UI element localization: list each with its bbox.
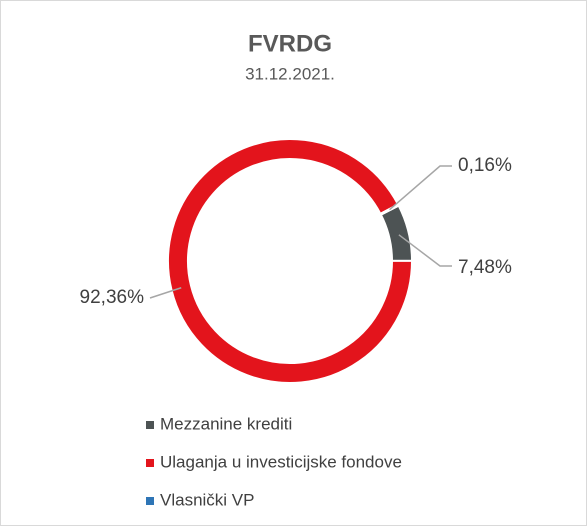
- chart-title: FVRDG: [248, 30, 332, 57]
- data-label: 7,48%: [458, 257, 512, 278]
- legend-label: Vlasnički VP: [160, 490, 254, 509]
- leader-line: [389, 165, 452, 211]
- donut-slice: [167, 138, 414, 384]
- legend-label: Ulaganja u investicijske fondove: [160, 452, 402, 471]
- legend-swatch: [146, 497, 154, 505]
- legend-swatch: [146, 421, 154, 429]
- leader-line: [149, 287, 182, 299]
- legend-swatch: [146, 459, 154, 467]
- leader-line: [398, 234, 452, 267]
- chart-subtitle: 31.12.2021.: [245, 64, 335, 83]
- data-label: 0,16%: [458, 155, 512, 176]
- legend-label: Mezzanine krediti: [160, 414, 292, 433]
- data-label: 92,36%: [80, 287, 145, 308]
